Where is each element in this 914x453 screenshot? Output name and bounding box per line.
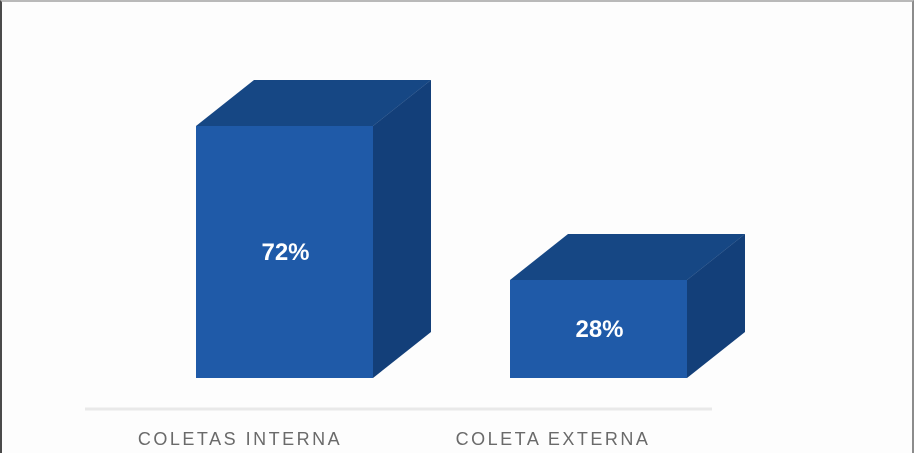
bar-2 bbox=[510, 234, 745, 378]
category-label: COLETAS INTERNA bbox=[138, 429, 342, 449]
bar-side-face bbox=[687, 234, 745, 378]
bar-value-label: 28% bbox=[575, 316, 623, 343]
category-label: COLETA EXTERNA bbox=[456, 429, 651, 449]
bar-1 bbox=[196, 80, 431, 378]
bar-front bbox=[510, 280, 687, 378]
bar-side-face bbox=[373, 80, 431, 378]
bar-value-label: 72% bbox=[261, 239, 309, 266]
bar-front bbox=[196, 126, 373, 378]
bars-layer bbox=[196, 80, 745, 378]
labels-layer: 72% COLETAS INTERNA 28% COLETA EXTERNA bbox=[138, 239, 651, 449]
bar-top-face bbox=[510, 234, 745, 280]
bar-top-face bbox=[196, 80, 431, 126]
